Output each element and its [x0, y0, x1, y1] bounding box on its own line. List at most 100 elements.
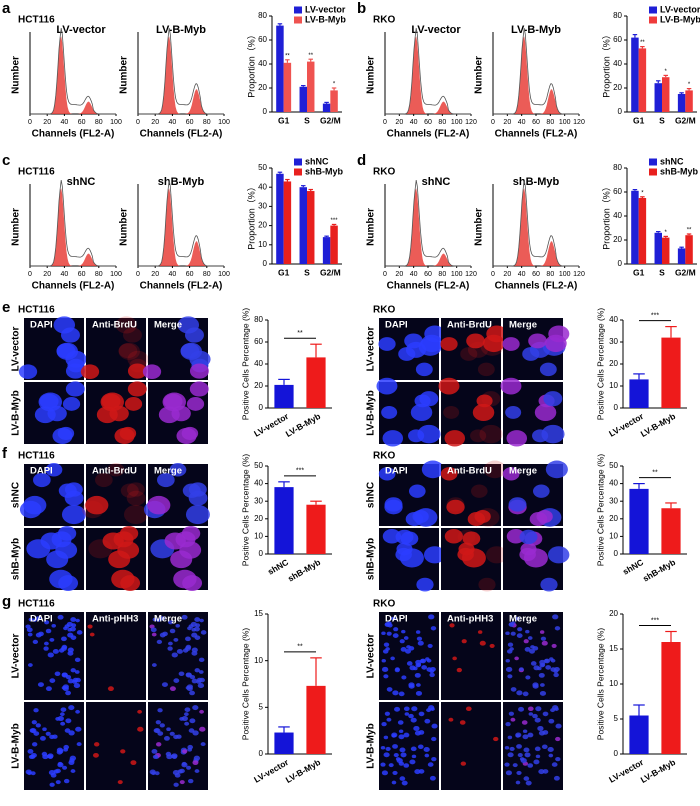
x-tick-label: 100 [110, 119, 122, 126]
nucleus [191, 650, 198, 656]
cell-line: HCT116 [18, 15, 55, 26]
y-axis-label: Positive Cells Percentage (%) [240, 308, 250, 421]
nucleus [444, 528, 463, 544]
x-tick-label: G2/M [675, 267, 696, 277]
nucleus [528, 333, 547, 349]
nucleus [540, 683, 545, 687]
histogram-outline [385, 28, 471, 115]
legend-label: shB-Myb [305, 166, 344, 176]
nucleus [164, 532, 186, 550]
nucleus [446, 497, 465, 512]
nucleus [509, 622, 514, 626]
nucleus [522, 729, 528, 734]
nucleus [504, 745, 510, 750]
nucleus [509, 746, 515, 752]
x-tick-label: 40 [518, 271, 526, 278]
nucleus [551, 643, 557, 648]
bar [654, 232, 662, 264]
y-tick-label: 0 [618, 107, 623, 116]
nucleus [396, 758, 403, 764]
channel-label: Merge [154, 466, 182, 477]
significance-star: * [688, 82, 691, 88]
nucleus [383, 674, 389, 679]
nucleus [58, 749, 64, 754]
row-label: LV-vector [366, 633, 377, 678]
nucleus [75, 709, 80, 714]
y-axis-label: Positive Cells Percentage (%) [595, 308, 605, 421]
y-axis-label: Number [474, 56, 485, 94]
y-tick-label: 20 [258, 221, 267, 230]
row-label: shNC [11, 482, 22, 508]
nucleus [122, 327, 142, 343]
nucleus [101, 393, 121, 409]
row-label: LV-B-Myb [366, 390, 377, 435]
histogram-outline [385, 180, 471, 267]
x-tick-label: 40 [410, 119, 418, 126]
nucleus [179, 780, 185, 785]
nucleus [108, 550, 131, 569]
y-axis-label: Number [119, 208, 130, 246]
nucleus [176, 427, 197, 444]
nucleus [49, 782, 55, 787]
nucleus [524, 752, 531, 758]
nucleus [57, 614, 64, 620]
channel-label: Anti-pHH3 [92, 614, 138, 625]
y-tick-label: 50 [254, 461, 263, 470]
x-tick-label: shB-Myb [641, 557, 677, 584]
nucleus [35, 616, 41, 621]
y-tick-label: 30 [254, 496, 263, 505]
x-tick-label: 40 [61, 119, 69, 126]
nucleus [522, 734, 529, 740]
x-axis-label: Channels (FL2-A) [32, 281, 115, 292]
channel-label: Anti-BrdU [92, 466, 137, 477]
bar [276, 173, 284, 264]
nucleus [478, 577, 496, 592]
nucleus [460, 761, 467, 766]
nucleus [538, 672, 545, 678]
significance-label: ** [297, 330, 303, 337]
legend-swatch [294, 16, 302, 24]
nucleus [537, 666, 542, 671]
nucleus [514, 656, 519, 661]
nucleus [171, 652, 178, 658]
legend-label: LV-vector [305, 4, 346, 14]
y-tick-label: 10 [254, 656, 263, 665]
nucleus [431, 736, 437, 742]
nucleus [479, 424, 503, 444]
significance-star: ** [285, 53, 290, 59]
nucleus [166, 727, 171, 732]
y-axis-label: Number [11, 208, 22, 246]
legend-swatch [294, 158, 302, 166]
nucleus [431, 723, 438, 729]
nucleus [380, 762, 386, 767]
nucleus [477, 630, 483, 634]
nucleus [393, 627, 399, 632]
nucleus [516, 633, 523, 638]
nucleus [486, 325, 508, 343]
y-tick-label: 0 [263, 259, 268, 268]
nucleus [190, 621, 197, 627]
histogram-title: LV-B-Myb [511, 24, 561, 36]
nucleus [32, 639, 39, 644]
nucleus [74, 670, 80, 674]
nucleus [158, 406, 180, 424]
nucleus [67, 678, 74, 684]
bar [306, 357, 326, 408]
nucleus [189, 718, 196, 724]
y-tick-label: 50 [258, 163, 267, 172]
nucleus [167, 646, 173, 651]
nucleus [399, 747, 406, 753]
x-tick-label: 80 [546, 271, 554, 278]
nucleus [534, 746, 541, 752]
y-axis-label: Number [474, 208, 485, 246]
nucleus [410, 717, 417, 723]
legend-swatch [294, 168, 302, 176]
nucleus [34, 406, 56, 424]
nucleus [199, 709, 204, 714]
nucleus [415, 362, 433, 377]
nucleus [40, 532, 62, 550]
x-tick-label: 60 [424, 119, 432, 126]
nucleus [33, 472, 51, 488]
x-tick-label: 0 [28, 119, 32, 126]
nucleus [173, 782, 179, 787]
